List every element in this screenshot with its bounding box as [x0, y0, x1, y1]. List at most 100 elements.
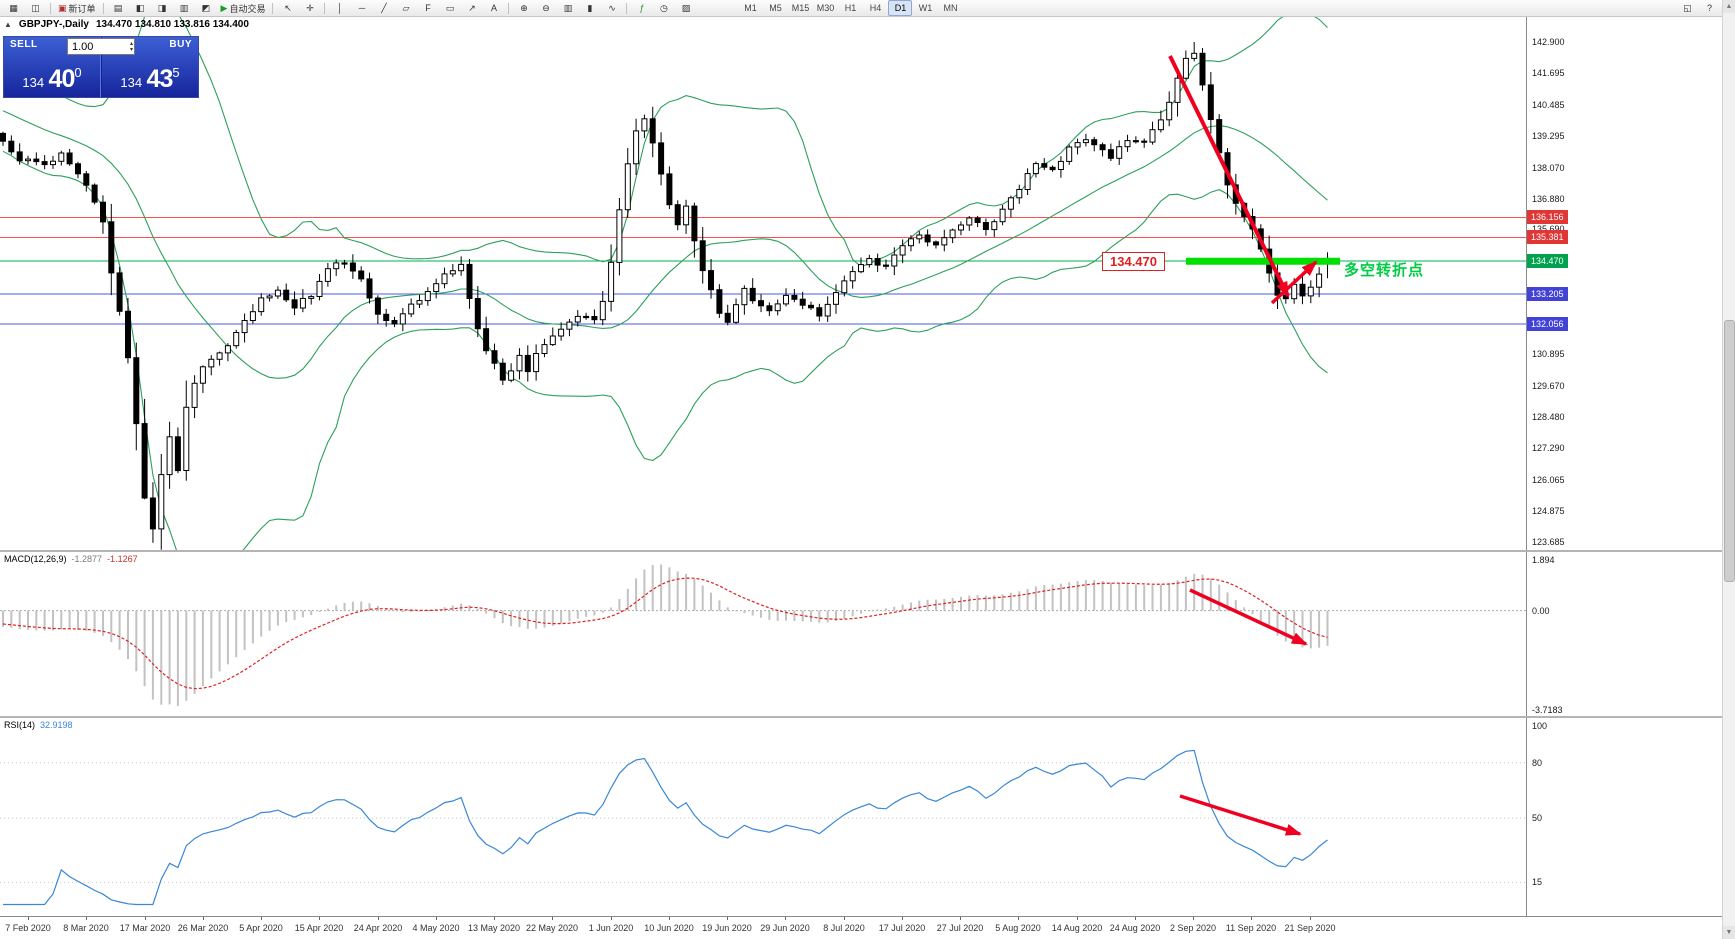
date-label: 14 Aug 2020: [1051, 923, 1103, 933]
indicators-icon[interactable]: ƒ: [631, 0, 652, 16]
macd-histogram-bar: [468, 605, 471, 611]
candle-down: [1216, 119, 1223, 154]
periods-icon[interactable]: ◷: [653, 0, 674, 16]
candle-up: [741, 287, 748, 306]
volume-input[interactable]: [68, 40, 118, 53]
macd-histogram-bar: [843, 610, 846, 619]
tf-m1[interactable]: M1: [744, 3, 757, 13]
indicators-icon: ƒ: [639, 2, 645, 13]
vertical-line-icon[interactable]: │: [329, 0, 350, 16]
terminal-icon[interactable]: ▥: [174, 0, 195, 16]
tf-m5[interactable]: M5: [769, 3, 782, 13]
market-watch-icon[interactable]: ▤: [108, 0, 129, 16]
tf-d1[interactable]: D1: [888, 0, 913, 16]
toolbar-separator: [324, 2, 326, 14]
tf-m15[interactable]: M15: [791, 3, 810, 13]
tf-h4[interactable]: H4: [869, 3, 882, 13]
date-tick: [28, 917, 29, 920]
candle-chart-mode-icon[interactable]: ▮: [579, 0, 600, 16]
date-label: 27 Jul 2020: [936, 923, 984, 933]
zoom-in-icon[interactable]: ⊕: [513, 0, 534, 16]
candle-up: [408, 303, 415, 315]
help-icon[interactable]: ?: [1699, 0, 1720, 16]
data-window-icon[interactable]: ◧: [130, 0, 151, 16]
bar-chart-mode-icon[interactable]: ▥: [557, 0, 578, 16]
zoom-out-icon[interactable]: ⊖: [535, 0, 556, 16]
pane-separator[interactable]: [0, 550, 1723, 552]
candle-up: [858, 264, 864, 273]
one-click-collapse-icon[interactable]: ▲: [4, 20, 12, 29]
macd-canvas[interactable]: [0, 552, 1526, 716]
macd-histogram-bar: [160, 610, 163, 705]
macd-histogram-bar: [376, 605, 379, 611]
main-chart-pane[interactable]: [0, 16, 1526, 550]
text-label-icon[interactable]: A: [483, 0, 504, 16]
tf-m30[interactable]: M30: [816, 3, 835, 13]
vertical-scrollbar[interactable]: ▲ ▼: [1722, 0, 1735, 939]
macd-histogram-bar: [260, 610, 263, 637]
macd-histogram-bar: [243, 610, 246, 651]
cursor-icon[interactable]: ↖: [277, 0, 298, 16]
new-order-button[interactable]: ▣ 新订单: [58, 2, 96, 14]
macd-histogram-bar: [960, 596, 962, 611]
line-chart-mode-icon[interactable]: ∿: [601, 0, 622, 16]
macd-histogram-bar: [218, 610, 221, 672]
arrow-object-icon[interactable]: ↗: [461, 0, 482, 16]
macd-histogram-bar: [410, 610, 413, 612]
shapes-icon[interactable]: ▭: [439, 0, 460, 16]
scrollbar-thumb[interactable]: [1724, 320, 1735, 582]
new-chart-icon[interactable]: ▦: [3, 0, 24, 16]
pane-separator[interactable]: [0, 716, 1723, 718]
fibonacci-icon[interactable]: F: [417, 0, 438, 16]
candle-up: [458, 263, 465, 272]
tf-mn[interactable]: MN: [943, 3, 958, 13]
candle-up: [1316, 273, 1323, 288]
line-chart-mode-icon: ∿: [608, 2, 616, 13]
profiles-icon: ◫: [31, 2, 40, 13]
autotrading-button[interactable]: ▶ 自动交易: [220, 2, 266, 14]
candle-up: [233, 332, 240, 347]
toolbar-separator: [50, 2, 51, 14]
profiles-icon[interactable]: ◫: [25, 0, 46, 16]
macd-histogram-bar: [1168, 583, 1171, 611]
rsi-canvas[interactable]: [0, 718, 1526, 916]
volume-down-icon[interactable]: ▾: [129, 46, 133, 53]
macd-histogram-bar: [1151, 585, 1154, 611]
navigator-icon[interactable]: ◨: [152, 0, 173, 16]
horizontal-line-icon[interactable]: ─: [351, 0, 372, 16]
candle-up: [849, 271, 856, 282]
docking-icon[interactable]: ◱: [1677, 0, 1698, 16]
macd-histogram-bar: [676, 571, 679, 611]
rsi-pane[interactable]: [0, 718, 1526, 916]
arrow-object-icon: ↗: [468, 2, 476, 13]
equidistant-channel-icon[interactable]: ▱: [395, 0, 416, 16]
candle-up: [208, 358, 215, 368]
candle-down: [1099, 144, 1106, 151]
rsi-line: [3, 749, 1328, 906]
candle-up: [299, 297, 306, 309]
crosshair-icon[interactable]: ✛: [299, 0, 320, 16]
price-axis[interactable]: 142.900 141.695 140.485 139.295 138.070 136.8…: [1526, 16, 1724, 939]
crosshair-icon: ✛: [306, 2, 314, 13]
scroll-up-icon[interactable]: ▲: [1723, 0, 1735, 13]
tf-h1[interactable]: H1: [844, 3, 857, 13]
date-label: 5 Aug 2020: [995, 923, 1041, 933]
strategy-tester-icon[interactable]: ◩: [196, 0, 217, 16]
macd-histogram-bar: [693, 578, 696, 611]
macd-histogram-bar: [1143, 585, 1146, 611]
candle-down: [933, 241, 939, 246]
macd-histogram-bar: [585, 610, 588, 617]
sell-price: 134 400: [22, 65, 82, 93]
toolbar-separator: [626, 2, 628, 14]
candle-up: [899, 245, 906, 256]
trendline-icon[interactable]: ╱: [373, 0, 394, 16]
volume-up-icon[interactable]: ▴: [129, 40, 133, 47]
date-axis[interactable]: 7 Feb 2020 8 Mar 2020 17 Mar 2020 26 Mar 20…: [0, 916, 1723, 939]
main-chart-canvas[interactable]: [0, 16, 1526, 550]
scroll-down-icon[interactable]: ▼: [1723, 926, 1735, 939]
tf-w1[interactable]: W1: [918, 3, 933, 13]
macd-histogram-bar: [926, 599, 929, 611]
templates-icon[interactable]: ▨: [675, 0, 696, 16]
macd-pane[interactable]: [0, 552, 1526, 716]
candle-up: [424, 291, 431, 302]
